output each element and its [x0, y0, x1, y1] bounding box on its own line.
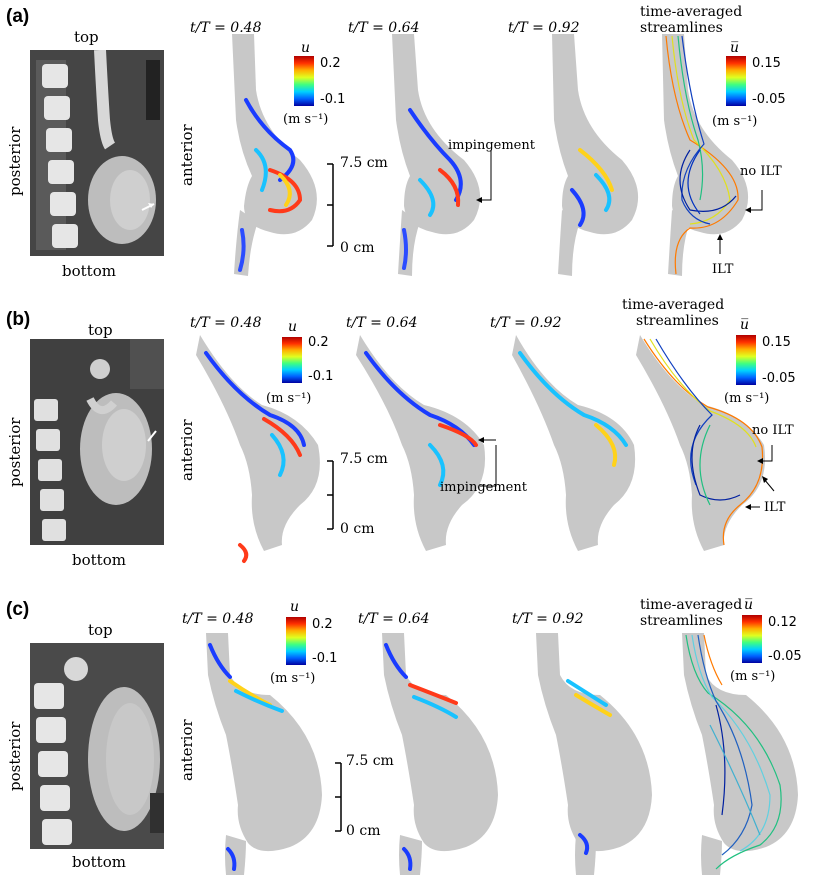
scale-bar — [335, 762, 342, 832]
panel-tag: (c) — [6, 599, 30, 620]
colorbar-ubar-symbol: u̅ — [744, 597, 754, 613]
colorbar-u — [286, 617, 306, 665]
ct-scan-image — [30, 50, 164, 256]
colorbar-ubar-symbol: u̅ — [730, 40, 740, 56]
colorbar-u-symbol: u — [290, 599, 300, 615]
ct-top-label: top — [88, 621, 113, 639]
time-label-1: t/T = 0.48 — [182, 611, 254, 627]
colorbar-u-units: (m s⁻¹) — [270, 671, 316, 686]
colorbar-u-symbol: u — [288, 319, 298, 335]
ilt-label: ILT — [712, 262, 734, 277]
ct-bottom-label: bottom — [72, 551, 126, 569]
ct-scan-image — [30, 643, 164, 849]
panel-c: (c) top bottom posterior anterior t/T = … — [0, 585, 814, 880]
scale-bottom-label: 0 cm — [346, 823, 381, 839]
panel-tag: (a) — [6, 6, 30, 27]
no-ilt-arrow — [760, 445, 773, 462]
colorbar-ubar-max: 0.12 — [768, 615, 797, 630]
ct-top-label: top — [88, 321, 113, 339]
panel-tag: (b) — [6, 309, 31, 330]
colorbar-u-max: 0.2 — [312, 617, 333, 632]
colorbar-ubar-units: (m s⁻¹) — [724, 391, 770, 406]
colorbar-ubar-units: (m s⁻¹) — [712, 114, 758, 129]
streamlines-title-1: time-averaged — [640, 4, 743, 20]
impingement-label: impingement — [448, 138, 535, 153]
ct-scan-drawing — [30, 339, 164, 545]
ilt-label: ILT — [764, 500, 786, 515]
scale-top-label: 7.5 cm — [340, 451, 388, 467]
scale-top-label: 7.5 cm — [340, 155, 388, 171]
panel-a: (a) top bottom posterior anterior t/T = … — [0, 0, 814, 295]
scale-bottom-label: 0 cm — [340, 240, 375, 256]
scale-bottom-label: 0 cm — [340, 521, 375, 537]
time-label-2: t/T = 0.64 — [346, 315, 418, 331]
time-label-3: t/T = 0.92 — [490, 315, 562, 331]
colorbar-ubar — [742, 615, 762, 663]
colorbar-u-symbol: u — [301, 40, 311, 56]
colorbar-ubar-min: -0.05 — [768, 649, 802, 664]
colorbar-u-units: (m s⁻¹) — [266, 391, 312, 406]
ct-scan-drawing — [30, 643, 164, 849]
no-ilt-arrow — [748, 190, 763, 211]
colorbar-u-min: -0.1 — [308, 369, 334, 384]
colorbar-u-max: 0.2 — [320, 56, 341, 71]
colorbar-u-min: -0.1 — [312, 651, 338, 666]
colorbar-ubar-max: 0.15 — [752, 56, 781, 71]
ct-top-label: top — [74, 28, 99, 46]
ct-scan-image — [30, 339, 164, 545]
ct-scan-drawing — [30, 50, 164, 256]
streamlines-title-1: time-averaged — [622, 297, 725, 313]
colorbar-u-max: 0.2 — [308, 335, 329, 350]
colorbar-ubar-min: -0.05 — [762, 371, 796, 386]
impingement-label: impingement — [440, 480, 527, 495]
panel-b: (b) top bottom posterior anterior t/T = … — [0, 295, 814, 575]
streamlines-title-2: streamlines — [640, 20, 723, 36]
time-label-3: t/T = 0.92 — [508, 20, 580, 36]
scale-bar — [327, 163, 334, 247]
colorbar-ubar-units: (m s⁻¹) — [730, 669, 776, 684]
vessel-renderings — [232, 34, 763, 276]
time-label-3: t/T = 0.92 — [512, 611, 584, 627]
scale-top-label: 7.5 cm — [346, 753, 394, 769]
impingement-arrow — [480, 445, 497, 487]
colorbar-u-units: (m s⁻¹) — [283, 112, 329, 127]
colorbar-ubar-symbol: u̅ — [740, 317, 750, 333]
colorbar-u — [282, 337, 302, 383]
no-ilt-label: no ILT — [740, 164, 782, 179]
colorbar-ubar — [726, 56, 746, 106]
colorbar-ubar-max: 0.15 — [762, 335, 791, 350]
vessel-renderings — [196, 335, 775, 563]
no-ilt-label: no ILT — [752, 423, 794, 438]
scale-bar — [327, 460, 334, 530]
streamlines-title-1: time-averaged — [640, 597, 743, 613]
time-label-2: t/T = 0.64 — [358, 611, 430, 627]
streamlines-title-2: streamlines — [640, 613, 723, 629]
colorbar-ubar-min: -0.05 — [752, 92, 786, 107]
colorbar-u-min: -0.1 — [320, 92, 346, 107]
colorbar-u — [294, 56, 314, 106]
impingement-arrow — [478, 150, 492, 201]
streamlines-title-2: streamlines — [636, 313, 719, 329]
ct-bottom-label: bottom — [62, 262, 116, 280]
ct-bottom-label: bottom — [72, 853, 126, 871]
colorbar-ubar — [736, 335, 756, 385]
time-label-2: t/T = 0.64 — [348, 20, 420, 36]
vessel-renderings — [206, 633, 798, 875]
time-label-1: t/T = 0.48 — [190, 20, 262, 36]
time-label-1: t/T = 0.48 — [190, 315, 262, 331]
